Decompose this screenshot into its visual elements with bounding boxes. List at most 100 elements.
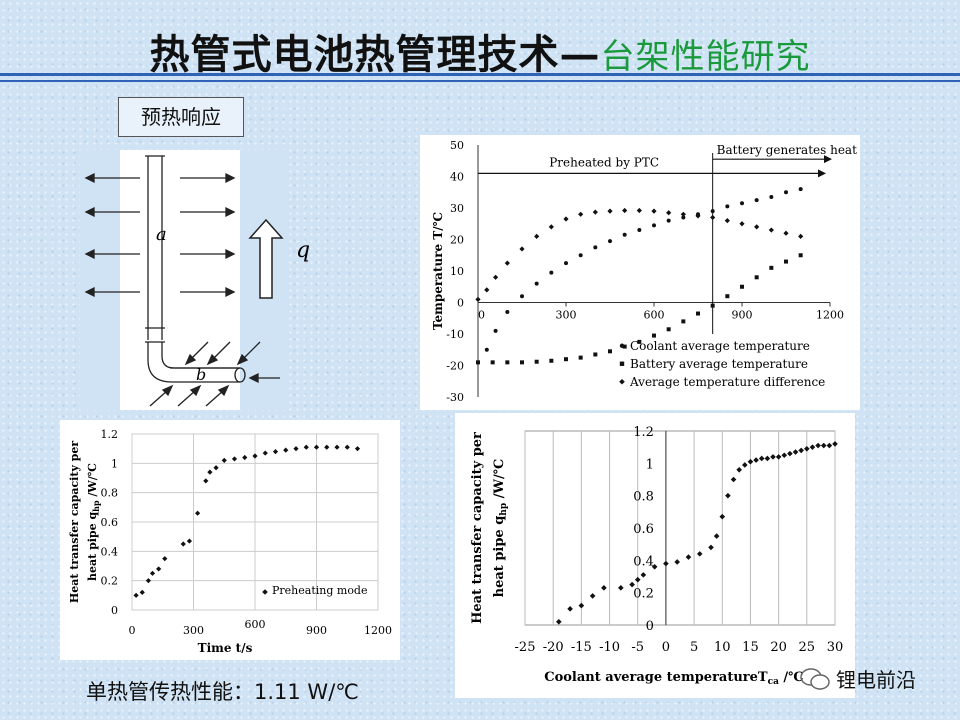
data-point	[740, 201, 744, 206]
data-point	[637, 228, 642, 233]
data-point	[608, 349, 612, 354]
brand-watermark: 锂电前沿	[800, 664, 916, 693]
data-point	[784, 190, 788, 195]
data-point	[652, 333, 656, 338]
data-point	[713, 533, 720, 539]
data-point	[534, 281, 539, 286]
footer-note: 单热管传热性能：1.11 W/℃	[86, 680, 359, 704]
x-tick-label: 600	[245, 618, 266, 631]
data-point	[564, 357, 568, 362]
data-point	[708, 544, 714, 551]
title-divider-thin	[0, 80, 960, 82]
data-point	[283, 447, 289, 453]
data-point	[601, 585, 607, 591]
data-point	[636, 207, 642, 214]
y-tick-label: 1.2	[633, 425, 654, 440]
y-tick-label: 1.2	[101, 428, 119, 441]
data-point	[710, 214, 716, 221]
slide-title-main: 热管式电池热管理技术—	[149, 31, 601, 78]
data-point	[484, 287, 490, 293]
data-point	[758, 455, 765, 462]
data-point	[798, 253, 803, 258]
data-point	[303, 444, 309, 450]
x-tick-label: 300	[556, 309, 577, 322]
data-point	[293, 446, 299, 452]
data-point	[578, 602, 585, 609]
data-point	[195, 510, 201, 516]
y-tick-label: 0.6	[633, 522, 654, 537]
legend-marker	[262, 589, 268, 595]
data-point	[747, 458, 754, 465]
y-tick-label: 0.6	[101, 516, 119, 529]
data-point	[740, 284, 744, 289]
data-point	[313, 444, 320, 450]
data-point	[681, 215, 686, 220]
data-point	[354, 446, 361, 452]
x-tick-label: 900	[306, 624, 327, 637]
data-point	[666, 327, 671, 332]
y-tick-label: -30	[446, 391, 464, 404]
data-point	[768, 227, 774, 233]
capacity-time-chart-panel: 1.2 1 0.8 0.6 0.4 0.2 0 0 300 600 900 1200 Time t/s H…	[60, 420, 400, 660]
data-point	[781, 452, 788, 459]
data-point	[764, 455, 771, 462]
data-point	[680, 211, 686, 217]
data-point	[592, 209, 598, 215]
data-point	[475, 296, 481, 302]
wechat-icon	[800, 667, 830, 690]
data-point	[504, 260, 510, 266]
data-point	[652, 223, 656, 228]
data-point	[629, 581, 635, 588]
x-tick-label: -5	[631, 640, 644, 655]
x-axis-label-sub: ca	[768, 677, 779, 687]
data-point	[242, 454, 248, 461]
data-point	[826, 442, 833, 449]
data-point	[754, 224, 760, 230]
heat-pipe-diagram: a b	[80, 150, 285, 410]
x-tick-label: 300	[183, 624, 204, 637]
y-axis-label-unit: /W/℃	[86, 463, 99, 500]
y-tick-label: -10	[446, 328, 464, 341]
data-point	[637, 339, 642, 344]
data-point	[820, 442, 827, 449]
y-tick-label: 0	[111, 604, 118, 617]
y-axis-label-main: heat pipe q	[492, 516, 507, 598]
y-axis-label-line1: Heat transfer capacity per	[470, 432, 485, 624]
temperature-chart: 50 40 30 20 10 0 -10 -20 -30 0 300 600 900 1200 Temper…	[431, 139, 857, 404]
x-tick-label: 25	[799, 640, 816, 655]
data-point	[651, 564, 658, 570]
y-axis-label-line1: Heat transfer capacity per	[68, 441, 81, 603]
x-tick-label: 10	[714, 640, 731, 655]
data-point	[719, 513, 726, 520]
y-tick-label: 0.4	[633, 554, 654, 569]
section-tag: 预热响应	[118, 97, 244, 137]
annotation-battery-heat: Battery generates heat	[717, 143, 857, 157]
plot-frame	[524, 430, 836, 626]
y-axis-label-unit: /W/℃	[492, 459, 507, 503]
data-point	[754, 275, 759, 280]
x-tick-label: 900	[732, 309, 753, 322]
data-point	[724, 218, 730, 224]
data-point	[149, 570, 156, 576]
legend-label: Average temperature difference	[629, 375, 825, 389]
data-point	[186, 538, 192, 544]
data-point	[556, 618, 562, 625]
data-point	[608, 239, 612, 244]
legend-label: Battery average temperature	[630, 357, 808, 371]
data-point	[133, 592, 139, 598]
data-point	[534, 359, 539, 364]
label-b: b	[196, 365, 206, 384]
data-point	[476, 360, 480, 365]
data-point	[696, 311, 700, 316]
data-point	[548, 224, 554, 230]
data-point	[622, 344, 627, 349]
data-point	[666, 218, 671, 223]
data-point	[622, 207, 628, 214]
data-point	[493, 328, 498, 333]
data-point	[334, 444, 340, 450]
data-point	[736, 467, 742, 473]
data-point	[725, 204, 730, 209]
y-tick-label: 1	[646, 457, 654, 472]
y-tick-label: 10	[450, 265, 464, 278]
temperature-chart-panel: 50 40 30 20 10 0 -10 -20 -30 0 300 600 900 1200 Temper…	[420, 135, 860, 410]
